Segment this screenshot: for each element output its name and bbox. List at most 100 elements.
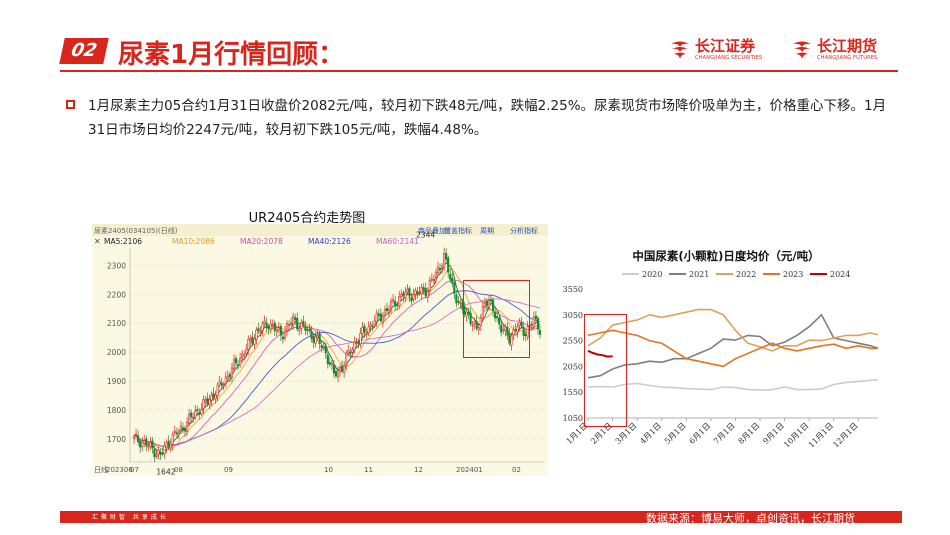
candle-body xyxy=(273,322,276,331)
candle-body xyxy=(320,344,323,349)
candle-body xyxy=(524,333,527,337)
candle-body xyxy=(349,351,352,355)
candle-body xyxy=(196,409,199,412)
candle-body xyxy=(190,412,193,418)
candle-body xyxy=(226,375,229,379)
kline-background xyxy=(92,224,548,476)
candle-body xyxy=(220,382,223,386)
candle-body xyxy=(202,399,205,409)
candle-body xyxy=(424,288,427,297)
candle-body xyxy=(153,449,156,457)
candle-body xyxy=(151,440,154,449)
candle-body xyxy=(373,320,376,326)
candle-body xyxy=(259,330,262,333)
candle-body xyxy=(426,290,429,298)
candle-body xyxy=(192,416,195,419)
candle-body xyxy=(355,342,358,345)
candle-body xyxy=(310,331,313,339)
candle-body xyxy=(169,443,172,449)
candle-body xyxy=(265,322,268,328)
candle-body xyxy=(281,336,285,340)
k-y-tick-label: 2300 xyxy=(107,261,126,270)
k-x-label: 日线 xyxy=(94,465,108,474)
candle-body xyxy=(377,313,380,316)
candle-body xyxy=(216,384,219,396)
y-tick-label: 1050 xyxy=(563,414,583,423)
kline-toolbar xyxy=(92,224,548,236)
candle-body xyxy=(334,371,338,377)
candle-body xyxy=(181,427,185,430)
candle-body xyxy=(422,287,425,291)
candle-body xyxy=(314,336,317,344)
series-line-2024 xyxy=(587,349,613,358)
candle-body xyxy=(471,324,474,327)
candle-body xyxy=(357,340,360,343)
k-y-tick-label: 1800 xyxy=(107,406,126,415)
changjiang-futures-logo: 长江期货 CHANGJIANG FUTURES xyxy=(790,38,878,62)
candle-body xyxy=(389,300,393,309)
candle-body xyxy=(171,433,174,445)
bullet-square-icon xyxy=(66,100,75,109)
candle-body xyxy=(271,324,274,327)
kline-tab[interactable]: 分析指标 xyxy=(510,226,538,235)
candle-body xyxy=(518,321,521,326)
candle-body xyxy=(532,316,535,327)
candle-body xyxy=(279,325,282,336)
kline-tab[interactable]: 周期 xyxy=(480,227,494,235)
candle-body xyxy=(306,328,309,331)
candle-body xyxy=(477,326,480,330)
candle-body xyxy=(343,365,346,373)
candle-body xyxy=(379,313,382,322)
candle-body xyxy=(402,292,405,297)
candle-body xyxy=(469,312,472,325)
candle-body xyxy=(406,289,409,292)
candle-body xyxy=(383,309,387,316)
candle-body xyxy=(381,315,384,323)
candle-body xyxy=(149,442,152,448)
candle-body xyxy=(420,286,423,295)
candle-body xyxy=(359,332,362,345)
candle-body xyxy=(351,349,354,353)
candle-body xyxy=(210,394,213,401)
candle-body xyxy=(514,329,517,331)
candle-body xyxy=(489,299,493,302)
candle-body xyxy=(432,278,435,282)
kline-title: UR2405合约走势图 xyxy=(248,211,366,226)
kline-header-left: 尿素2405(034105)(日线) xyxy=(94,226,178,235)
candle-body xyxy=(267,325,270,330)
candle-body xyxy=(516,326,519,333)
candle-body xyxy=(143,440,146,444)
kline-high-label: 2344 xyxy=(416,230,435,239)
y-tick-label: 2550 xyxy=(563,337,583,346)
candle-body xyxy=(416,291,419,294)
x-tick-label: 6月1日 xyxy=(687,421,712,446)
kline-tab[interactable]: 商品叠加 xyxy=(418,226,446,235)
candle-body xyxy=(167,440,170,448)
candle-body xyxy=(326,354,329,365)
candle-body xyxy=(147,445,150,448)
changjiang-logo-icon xyxy=(671,41,689,59)
candle-body xyxy=(200,408,203,415)
candle-body xyxy=(275,329,278,333)
x-tick-label: 8月1日 xyxy=(737,421,762,446)
candle-body xyxy=(332,364,336,374)
candle-body xyxy=(538,330,542,335)
k-y-tick-label: 1900 xyxy=(107,377,126,386)
ma-legend-ma5: MA5:2106 xyxy=(104,237,142,246)
kline-collapse-icon[interactable]: ✕ xyxy=(94,237,101,246)
kline-tab[interactable]: 覆盖指标 xyxy=(444,226,472,235)
k-y-tick-label: 1700 xyxy=(107,435,126,444)
candle-body xyxy=(502,329,505,331)
candle-body xyxy=(161,452,164,455)
candle-body xyxy=(345,353,348,366)
candle-body xyxy=(139,440,142,448)
candle-body xyxy=(361,327,364,334)
candle-body xyxy=(508,333,511,344)
candle-body xyxy=(483,302,486,308)
page-title: 尿素1月行情回顾： xyxy=(118,40,345,70)
candle-body xyxy=(392,299,395,302)
candle-body xyxy=(353,341,356,351)
candle-body xyxy=(188,414,191,424)
candle-body xyxy=(367,326,370,333)
candle-body xyxy=(257,328,260,332)
